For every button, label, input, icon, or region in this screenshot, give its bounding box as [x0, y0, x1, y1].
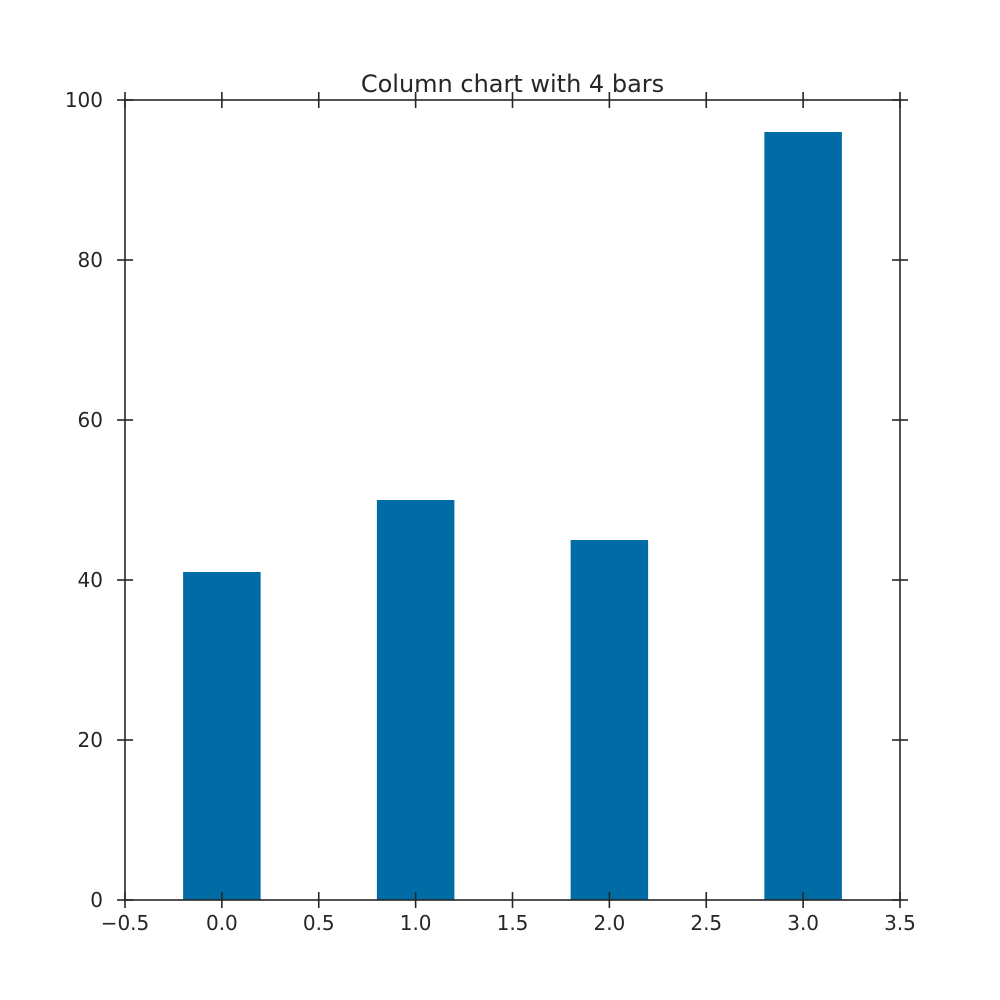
- ticks-group: −0.5 0.0 0.5 1.0 1.5 2.0 2.5 3.0 3.5 0 20 40 60 80 100: [65, 88, 916, 935]
- bar-3: [764, 132, 842, 900]
- x-tick-label-5: 2.0: [593, 911, 625, 935]
- chart-title: Column chart with 4 bars: [361, 70, 664, 98]
- x-tick-label-0: −0.5: [101, 911, 150, 935]
- x-tick-label-4: 1.5: [497, 911, 529, 935]
- y-tick-label-3: 60: [78, 408, 103, 432]
- x-tick-label-8: 3.5: [884, 911, 916, 935]
- y-tick-label-5: 100: [65, 88, 103, 112]
- y-tick-label-0: 0: [90, 888, 103, 912]
- x-tick-label-1: 0.0: [206, 911, 238, 935]
- y-tick-label-1: 20: [78, 728, 103, 752]
- bar-0: [183, 572, 261, 900]
- x-tick-label-7: 3.0: [787, 911, 819, 935]
- bars-group: [183, 132, 842, 900]
- y-tick-label-4: 80: [78, 248, 103, 272]
- bar-1: [376, 500, 455, 900]
- bar-2: [570, 540, 649, 900]
- x-tick-label-6: 2.5: [690, 911, 722, 935]
- x-tick-label-3: 1.0: [400, 911, 432, 935]
- x-tick-label-2: 0.5: [303, 911, 335, 935]
- y-tick-label-2: 40: [78, 568, 103, 592]
